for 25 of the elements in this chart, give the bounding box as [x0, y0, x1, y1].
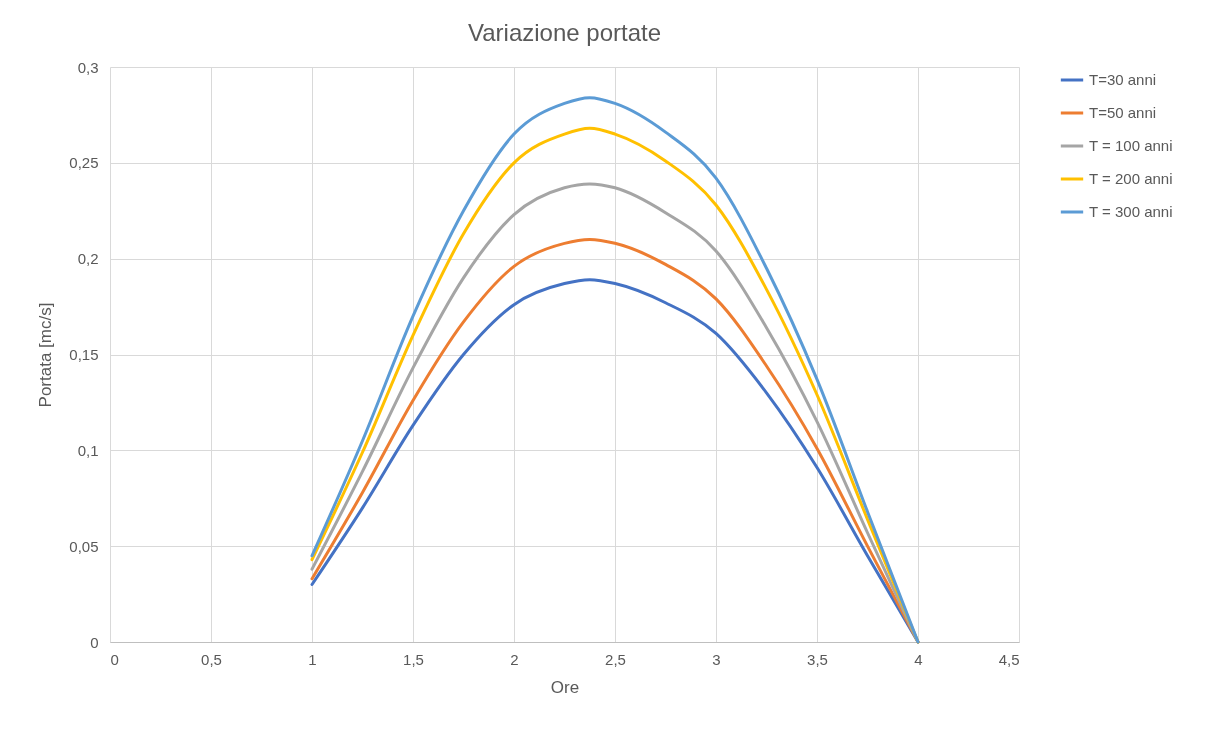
legend-label: T=50 anni: [1089, 104, 1157, 121]
y-tick-label: 0,25: [69, 154, 99, 172]
x-tick-label: 0: [110, 650, 119, 668]
x-tick-label: 2,5: [605, 650, 626, 668]
y-tick-label: 0: [90, 633, 99, 651]
x-tick-label: 3: [712, 650, 721, 668]
y-axis-title: Portata [mc/s]: [36, 302, 56, 408]
y-tick-label: 0,2: [77, 250, 99, 268]
legend-label: T = 100 anni: [1089, 137, 1173, 154]
x-tick-label: 4: [914, 650, 923, 668]
legend-label: T = 300 anni: [1089, 203, 1173, 220]
y-tick-label: 0,3: [77, 58, 99, 76]
chart-title: Variazione portate: [467, 19, 662, 46]
x-tick-label: 3,5: [807, 650, 828, 668]
legend-label: T = 200 anni: [1089, 170, 1173, 187]
y-tick-label: 0,05: [69, 537, 99, 555]
x-tick-label: 1: [308, 650, 317, 668]
x-tick-label: 0,5: [201, 650, 222, 668]
x-tick-label: 1,5: [403, 650, 424, 668]
x-tick-label: 2: [510, 650, 519, 668]
y-tick-label: 0,15: [69, 346, 99, 363]
y-tick-label: 0,1: [77, 441, 99, 459]
legend-label: T=30 anni: [1089, 71, 1157, 88]
x-tick-label: 4,5: [998, 650, 1020, 668]
x-axis-title: Ore: [550, 677, 580, 697]
